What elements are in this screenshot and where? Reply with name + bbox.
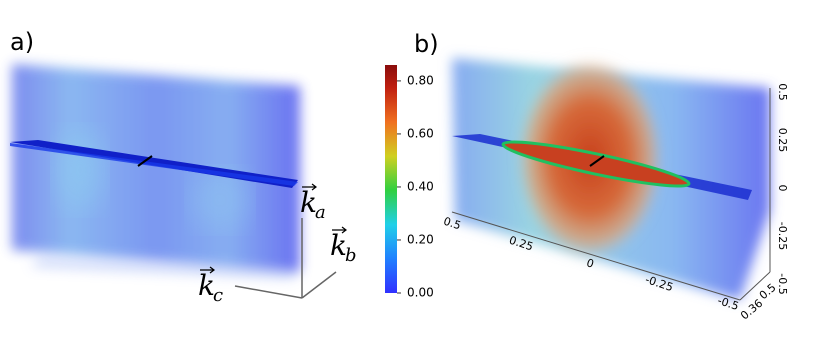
axis-subscript: c xyxy=(213,285,223,306)
vector-arrow xyxy=(200,266,215,274)
box-tick-label: -0.5 xyxy=(716,294,740,313)
box-tick-label: -0.25 xyxy=(776,222,789,250)
colorbar-tick-label: 0.20 xyxy=(407,232,434,246)
panel-label: b) xyxy=(414,30,439,58)
colorbar-tick-label: 0.60 xyxy=(407,126,434,140)
axis-symbol: k xyxy=(330,229,347,262)
box-tick-label: 0 xyxy=(776,185,789,192)
box-tick-label: 0.5 xyxy=(757,281,779,302)
axis-subscript: a xyxy=(315,202,326,223)
axis-symbol: k xyxy=(300,186,317,219)
colorbar-tick-label: 0.40 xyxy=(407,179,434,193)
colorbar xyxy=(385,65,397,293)
box-tick-label: 0 xyxy=(585,256,596,271)
vector-arrow xyxy=(332,226,347,234)
box-tick-label: 0.5 xyxy=(776,83,789,101)
colorbar-tick-label: 0.80 xyxy=(407,73,434,87)
vector-arrow xyxy=(302,183,317,191)
box-tick-label: 0.36 xyxy=(738,297,765,323)
colorbar-tick-label: 0.00 xyxy=(407,286,434,300)
box-tick-label: -0.5 xyxy=(776,273,789,294)
axis-symbol: k xyxy=(198,269,215,302)
panel-label: a) xyxy=(10,28,34,56)
box-tick-label: 0.5 xyxy=(442,215,463,233)
axis-subscript: b xyxy=(345,245,357,266)
box-tick-label: 0.25 xyxy=(776,128,789,153)
